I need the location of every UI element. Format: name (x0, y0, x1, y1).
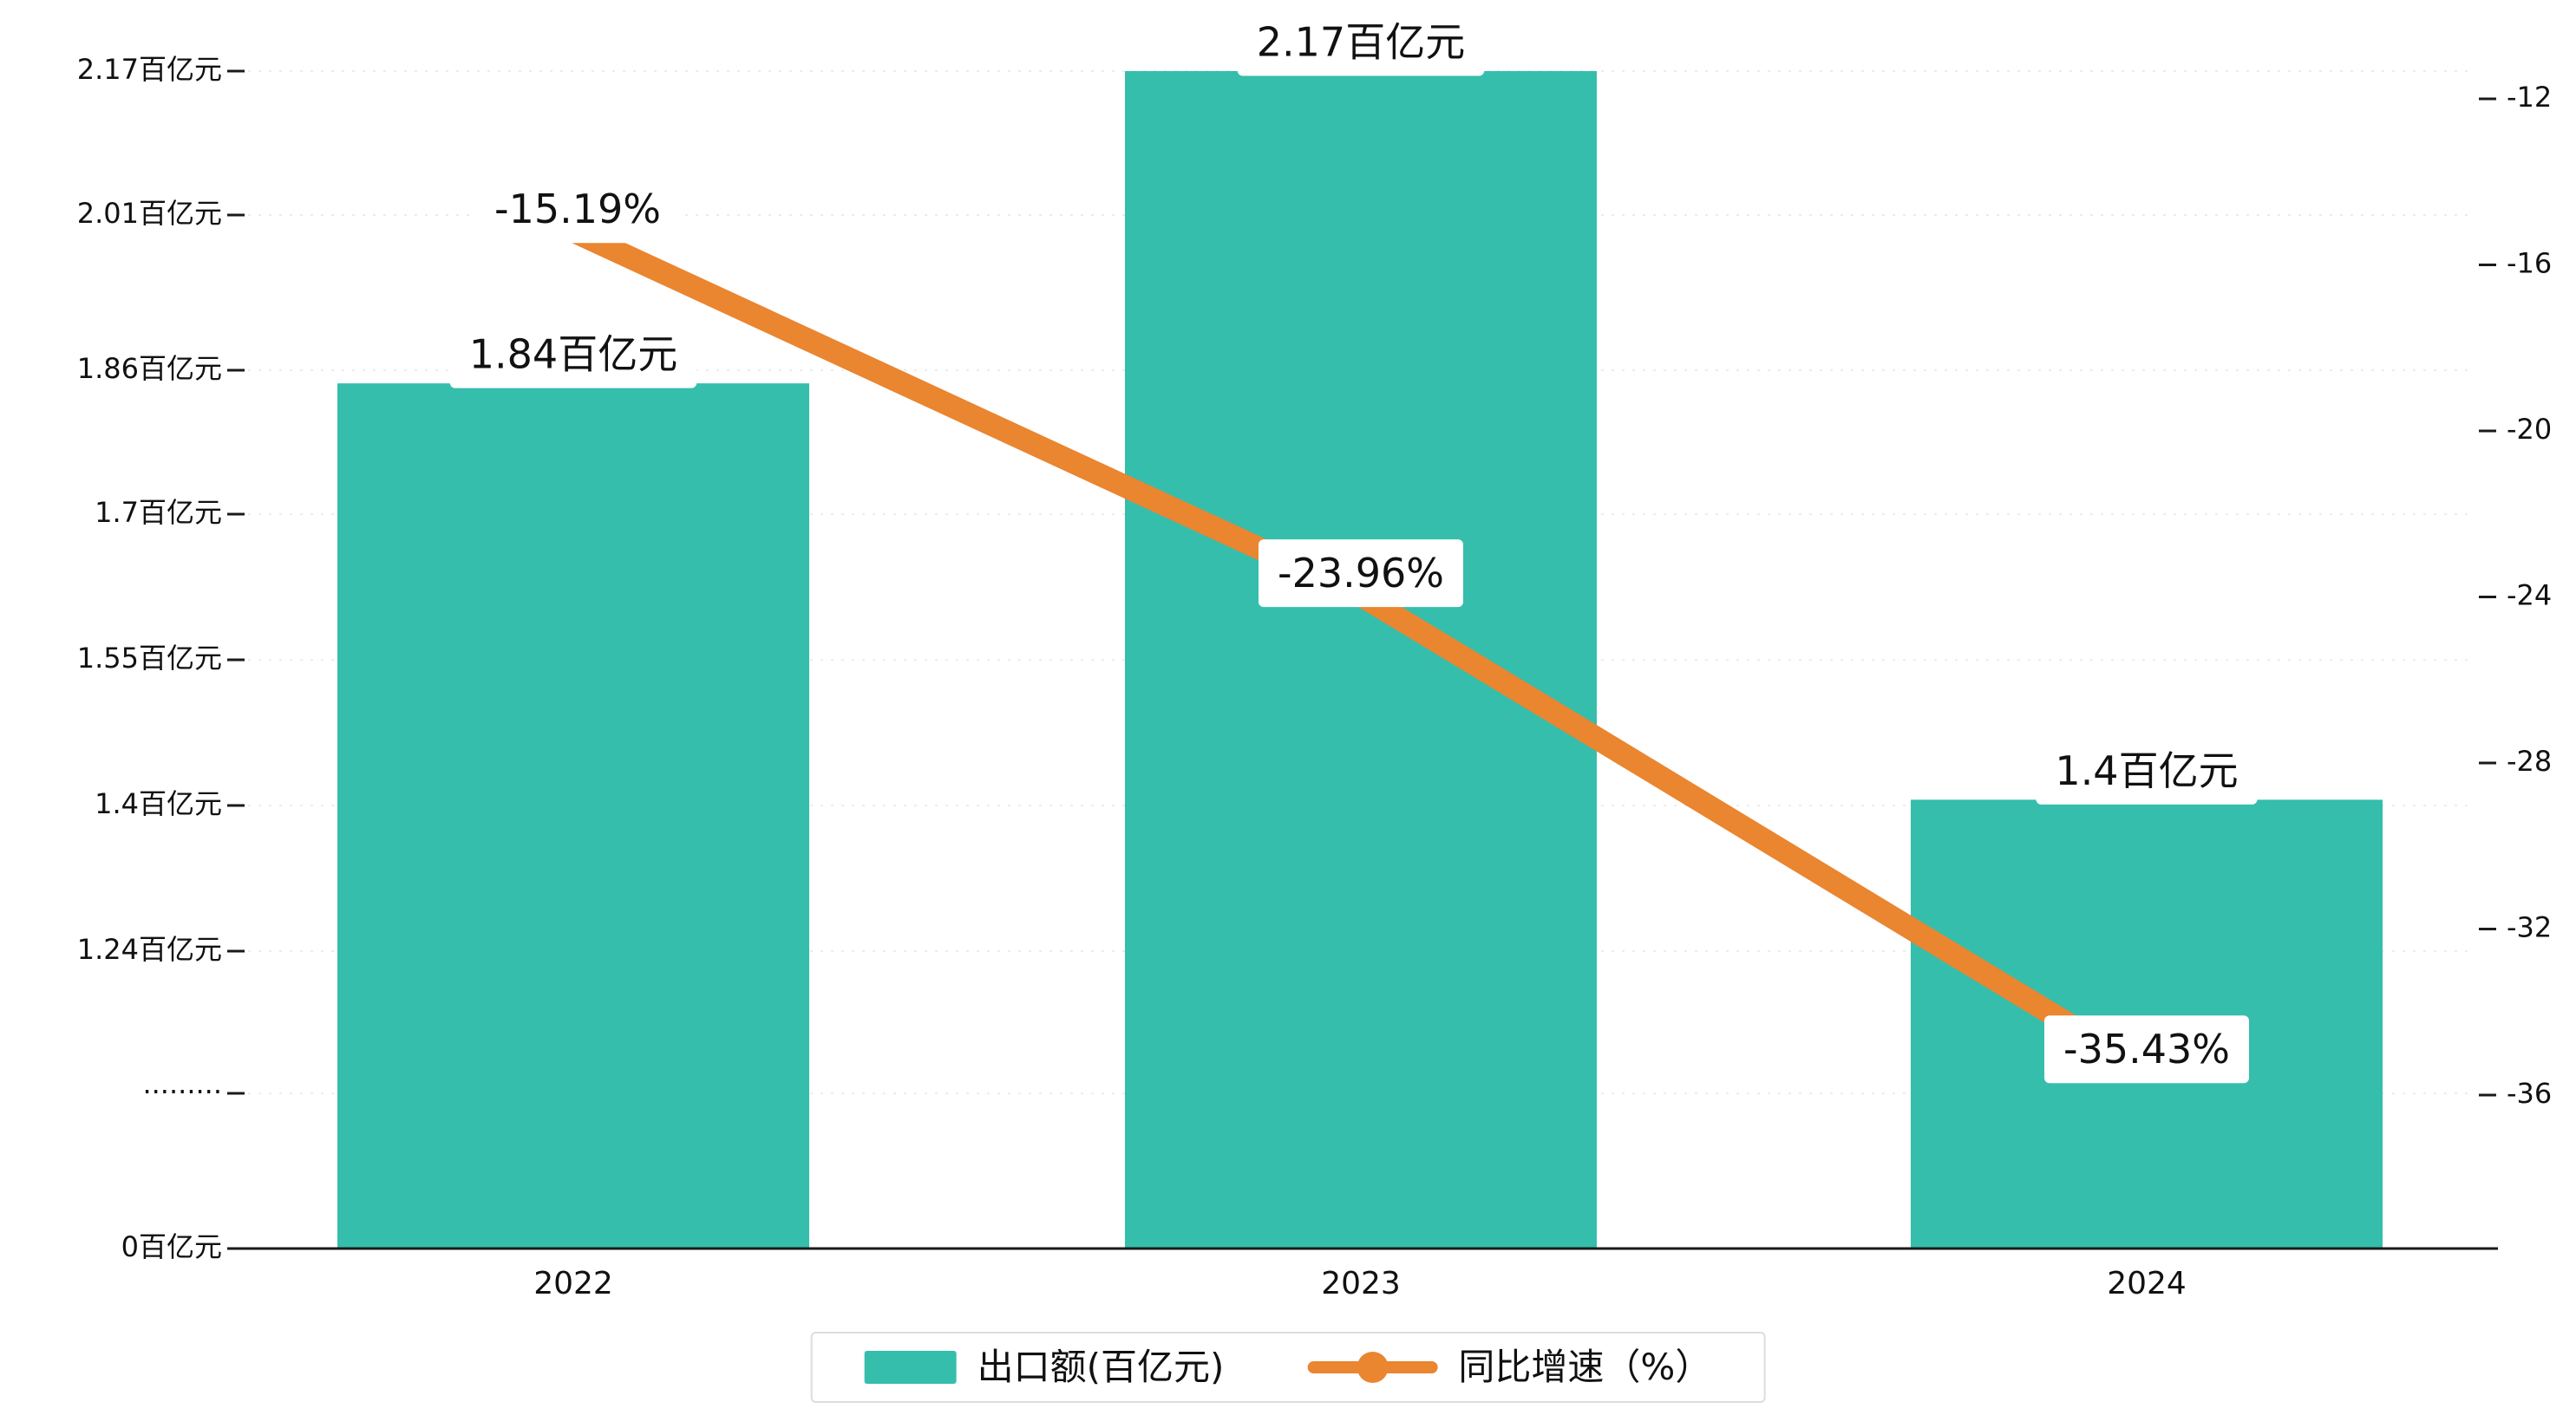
right-axis-label: -24 (2507, 579, 2552, 612)
left-axis-label: 0百亿元 (121, 1230, 222, 1263)
x-axis-label-2022: 2022 (533, 1266, 613, 1301)
right-axis-label: -36 (2507, 1077, 2552, 1110)
right-axis-label: -16 (2507, 247, 2552, 280)
growth-label-2022-box (475, 175, 680, 244)
growth-label-2022-text: -15.19% (494, 186, 661, 232)
left-axis-label: 1.24百亿元 (77, 933, 222, 966)
right-axis-label: -28 (2507, 745, 2552, 778)
legend-label-export-value: 出口额(百亿元) (977, 1346, 1225, 1388)
left-axis-label: 2.01百亿元 (77, 197, 222, 230)
left-axis-label: 1.4百亿元 (95, 787, 222, 820)
bar-value-label-2022-box (449, 320, 697, 388)
left-axis-label: 2.17百亿元 (77, 53, 222, 86)
bar-2023 (1125, 71, 1597, 1249)
bar-value-label-2022-text: 1.84百亿元 (469, 331, 677, 378)
left-axis-label: 1.55百亿元 (77, 642, 222, 675)
growth-label-2024-box (2044, 1015, 2249, 1084)
bar-value-label-2023-text: 2.17百亿元 (1257, 19, 1465, 66)
legend-item-yoy-growth[interactable]: 同比增速（%） (1307, 1349, 1711, 1386)
right-axis-label: -12 (2507, 81, 2552, 114)
legend-label-yoy-growth: 同比增速（%） (1458, 1346, 1712, 1388)
left-axis-label: 1.86百亿元 (77, 352, 222, 385)
chart-legend: 出口额(百亿元) 同比增速（%） (810, 1332, 1766, 1403)
growth-label-2023-text: -23.96% (1278, 550, 1444, 597)
growth-label-2023-box (1259, 539, 1463, 608)
line-series-dot-icon (1357, 1352, 1389, 1383)
bar-value-label-2024-text: 1.4百亿元 (2055, 747, 2238, 794)
bar-2022 (337, 383, 809, 1249)
bar-value-label-2024-box (2036, 736, 2258, 805)
x-axis-label-2024: 2024 (2107, 1266, 2187, 1301)
right-axis-label: -32 (2507, 911, 2552, 944)
left-axis-label: 1.7百亿元 (95, 496, 222, 529)
bar-series-swatch (864, 1351, 957, 1384)
left-axis-break-label: ········· (142, 1075, 222, 1108)
legend-item-export-value[interactable]: 出口额(百亿元) (864, 1346, 1225, 1388)
right-axis-label: -20 (2507, 413, 2552, 446)
growth-label-2024-text: -35.43% (2063, 1026, 2230, 1073)
x-axis-label-2023: 2023 (1321, 1266, 1401, 1301)
line-series-marker (1307, 1350, 1438, 1385)
bar-value-label-2023-box (1237, 8, 1485, 76)
